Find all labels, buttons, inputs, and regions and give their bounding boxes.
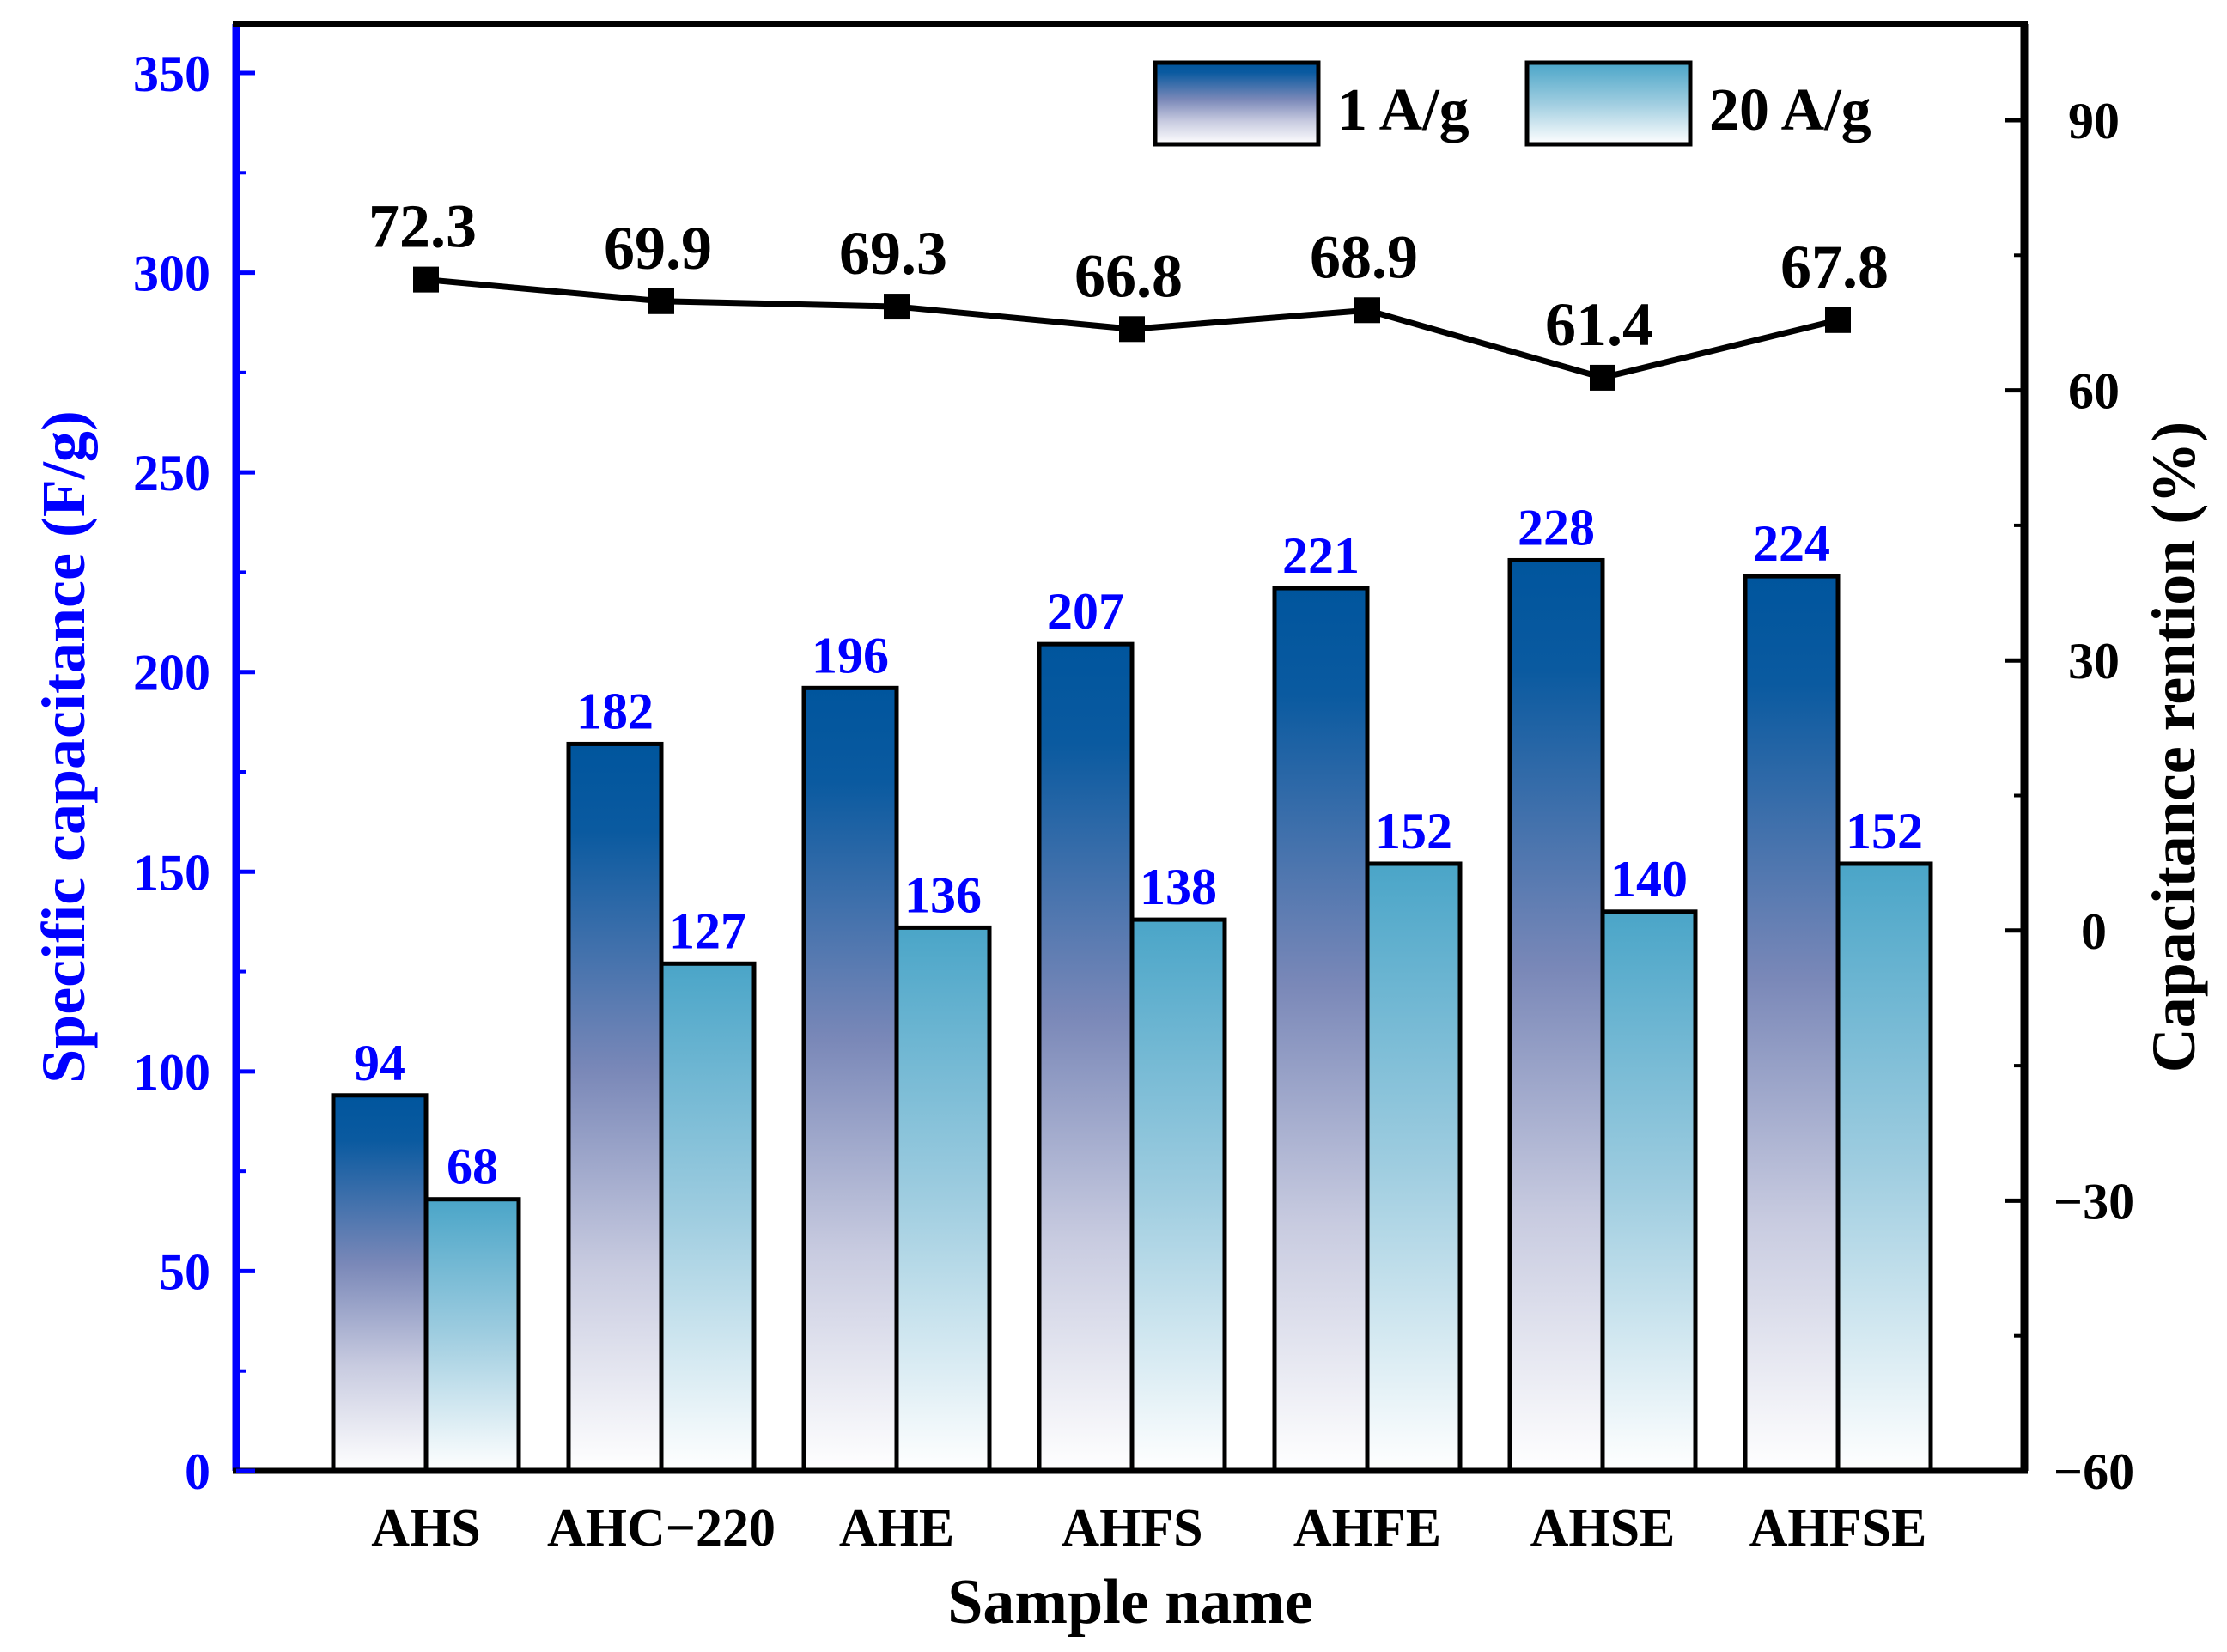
bar-label-1ag-3: 207: [1047, 583, 1124, 640]
x-tick-label-6: AHFSE: [1749, 1499, 1927, 1558]
bar-1ag-2: [801, 685, 899, 1473]
bar-label-20ag-4: 152: [1375, 803, 1452, 859]
right-tick-label-90: 90: [2068, 93, 2120, 149]
legend: 1 A/g 20 A/g: [1153, 60, 1871, 147]
left-tick-label-150: 150: [133, 844, 210, 901]
retention-label-1: 69.9: [604, 214, 712, 282]
x-tick-label-0: AHS: [371, 1499, 480, 1558]
left-tick-label-300: 300: [133, 246, 210, 302]
bar-1ag-4: [1272, 586, 1370, 1473]
x-axis-tick-labels: AHS AHC−220 AHE AHFS AHFE AHSE AHFSE: [371, 1452, 1926, 1558]
right-tick-label--30: −30: [2054, 1173, 2134, 1230]
retention-marker-5: [1590, 364, 1615, 391]
left-tick-label-100: 100: [133, 1044, 210, 1101]
bar-1ag-3: [1037, 641, 1135, 1473]
bar-label-1ag-1: 182: [576, 683, 654, 739]
data-labels-layer: 94 68 182 127 196 136 207 138 221 152 228 140 224 152: [354, 499, 1923, 1194]
bar-1ag-0: [331, 1093, 429, 1473]
left-tick-label-0: 0: [185, 1443, 210, 1500]
bar-label-20ag-0: 68: [447, 1139, 498, 1195]
retention-marker-3: [1119, 316, 1145, 343]
bar-20ag-6: [1835, 861, 1933, 1473]
bar-20ag-5: [1600, 909, 1698, 1473]
bar-20ag-0: [423, 1197, 521, 1473]
bar-20ag-4: [1365, 861, 1463, 1473]
retention-line-layer: 72.3 69.9 69.3 66.8 68.9 61.4 67.8: [368, 192, 1889, 391]
right-tick-label-60: 60: [2068, 363, 2120, 420]
bar-label-1ag-0: 94: [354, 1035, 405, 1091]
legend-label-2: 20 A/g: [1709, 77, 1871, 143]
right-axis-title: Capacitance rention (%): [2139, 422, 2208, 1073]
right-tick-label--60: −60: [2054, 1443, 2134, 1500]
retention-label-0: 72.3: [368, 192, 477, 261]
bar-label-20ag-5: 140: [1610, 851, 1688, 908]
right-axis-ticks: −60 −30 0 30 60 90: [2005, 93, 2134, 1500]
bar-20ag-1: [659, 961, 757, 1473]
bar-label-20ag-2: 136: [904, 866, 982, 923]
retention-marker-0: [413, 266, 439, 293]
retention-marker-1: [648, 288, 674, 314]
retention-label-2: 69.3: [839, 219, 947, 288]
retention-marker-2: [884, 294, 910, 320]
left-tick-label-250: 250: [133, 445, 210, 501]
bar-20ag-2: [894, 925, 992, 1473]
left-axis-ticks: 0 50 100 150 200 250 300 350: [133, 46, 255, 1500]
right-tick-label-0: 0: [2081, 903, 2107, 960]
left-tick-label-50: 50: [159, 1243, 210, 1300]
bar-label-1ag-6: 224: [1753, 515, 1830, 572]
retention-marker-4: [1354, 297, 1380, 324]
x-tick-label-2: AHE: [839, 1499, 954, 1558]
bar-label-20ag-1: 127: [669, 902, 746, 959]
x-tick-label-4: AHFE: [1293, 1499, 1441, 1558]
retention-label-3: 66.8: [1074, 241, 1183, 310]
retention-marker-6: [1825, 307, 1851, 333]
bar-label-1ag-4: 221: [1282, 527, 1360, 584]
legend-swatch-1: [1153, 60, 1321, 147]
bar-label-20ag-3: 138: [1140, 859, 1217, 915]
x-axis-title: Sample name: [947, 1567, 1313, 1637]
legend-label-1: 1 A/g: [1337, 77, 1469, 143]
bar-20ag-3: [1129, 917, 1227, 1473]
bars-layer: [331, 557, 1933, 1473]
x-tick-label-3: AHFS: [1061, 1499, 1202, 1558]
left-tick-label-200: 200: [133, 645, 210, 701]
x-tick-label-1: AHC−220: [547, 1499, 776, 1558]
retention-label-5: 61.4: [1545, 290, 1653, 359]
bar-label-20ag-6: 152: [1846, 803, 1923, 859]
bar-1ag-6: [1743, 574, 1841, 1473]
bar-label-1ag-5: 228: [1518, 499, 1595, 556]
bar-label-1ag-2: 196: [812, 627, 889, 683]
x-tick-label-5: AHSE: [1530, 1499, 1676, 1558]
left-axis-title: Specific capacitance (F/g): [29, 410, 98, 1084]
bar-1ag-5: [1507, 557, 1605, 1473]
retention-label-4: 68.9: [1310, 222, 1418, 291]
retention-label-6: 67.8: [1780, 233, 1889, 301]
left-tick-label-350: 350: [133, 46, 210, 102]
right-tick-label-30: 30: [2068, 633, 2120, 689]
bar-1ag-1: [566, 741, 664, 1473]
legend-swatch-2: [1524, 60, 1693, 147]
